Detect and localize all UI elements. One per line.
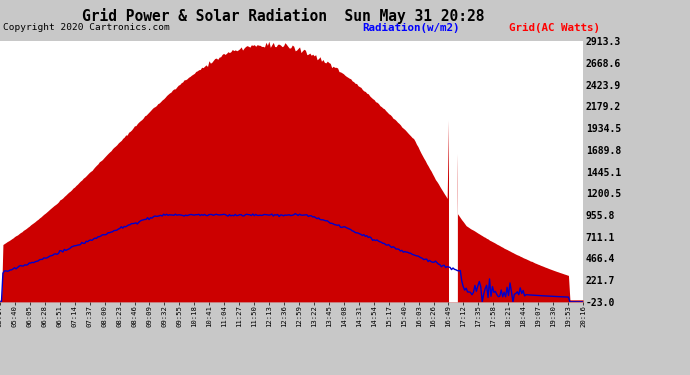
- Text: Grid Power & Solar Radiation  Sun May 31 20:28: Grid Power & Solar Radiation Sun May 31 …: [81, 8, 484, 24]
- Text: Copyright 2020 Cartronics.com: Copyright 2020 Cartronics.com: [3, 22, 170, 32]
- Text: Radiation(w/m2): Radiation(w/m2): [362, 22, 460, 33]
- Text: Grid(AC Watts): Grid(AC Watts): [509, 22, 600, 33]
